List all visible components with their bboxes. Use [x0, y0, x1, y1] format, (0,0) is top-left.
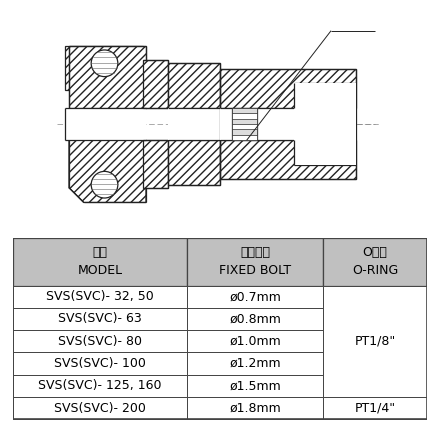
Text: SVS(SVC)- 80: SVS(SVC)- 80 [58, 335, 142, 348]
Bar [187, 397, 323, 419]
Bar [13, 397, 187, 419]
Text: SVS(SVC)- 63: SVS(SVC)- 63 [58, 312, 142, 326]
Bar [323, 238, 427, 286]
Text: 固定螺絲
FIXED BOLT: 固定螺絲 FIXED BOLT [219, 246, 291, 277]
Bar [232, 135, 257, 140]
Bar [13, 238, 187, 286]
Text: ø1.2mm: ø1.2mm [229, 357, 281, 370]
Polygon shape [65, 45, 143, 90]
Bar [13, 375, 187, 397]
Bar [13, 286, 187, 308]
Bar [187, 308, 323, 330]
Text: SVS(SVC)- 32, 50: SVS(SVC)- 32, 50 [46, 290, 154, 303]
Text: ø0.7mm: ø0.7mm [229, 290, 281, 303]
Bar [13, 330, 187, 352]
Polygon shape [168, 140, 220, 185]
Bar [232, 119, 257, 124]
Bar [168, 108, 220, 140]
Bar [187, 352, 323, 375]
Bar [323, 286, 427, 397]
Bar [232, 108, 257, 113]
Polygon shape [220, 140, 356, 179]
Bar [232, 130, 257, 135]
Polygon shape [143, 140, 168, 188]
Circle shape [91, 50, 118, 76]
Bar [187, 330, 323, 352]
Bar [294, 82, 356, 165]
Text: 型式
MODEL: 型式 MODEL [77, 246, 123, 277]
Bar [187, 375, 323, 397]
Bar [187, 238, 323, 286]
Text: SVS(SVC)- 100: SVS(SVC)- 100 [54, 357, 146, 370]
Text: O型環
O-RING: O型環 O-RING [352, 246, 398, 277]
Polygon shape [69, 45, 146, 108]
Polygon shape [143, 60, 168, 108]
Circle shape [91, 171, 118, 198]
Bar [65, 108, 146, 140]
Text: ø1.5mm: ø1.5mm [229, 380, 281, 392]
Polygon shape [69, 140, 146, 202]
Text: ø1.8mm: ø1.8mm [229, 402, 281, 415]
Text: SVS(SVC)- 125, 160: SVS(SVC)- 125, 160 [38, 380, 162, 392]
Polygon shape [168, 63, 220, 108]
Text: ø1.0mm: ø1.0mm [229, 335, 281, 348]
Bar [232, 113, 257, 119]
Bar [323, 397, 427, 419]
Text: ø0.8mm: ø0.8mm [229, 312, 281, 326]
Bar [187, 286, 323, 308]
Text: PT1/4": PT1/4" [355, 402, 396, 415]
Bar [232, 124, 257, 130]
Bar [220, 108, 356, 140]
Bar [13, 308, 187, 330]
Bar [13, 352, 187, 375]
Text: SVS(SVC)- 200: SVS(SVC)- 200 [54, 402, 146, 415]
Polygon shape [220, 69, 356, 108]
Text: PT1/8": PT1/8" [355, 335, 396, 348]
